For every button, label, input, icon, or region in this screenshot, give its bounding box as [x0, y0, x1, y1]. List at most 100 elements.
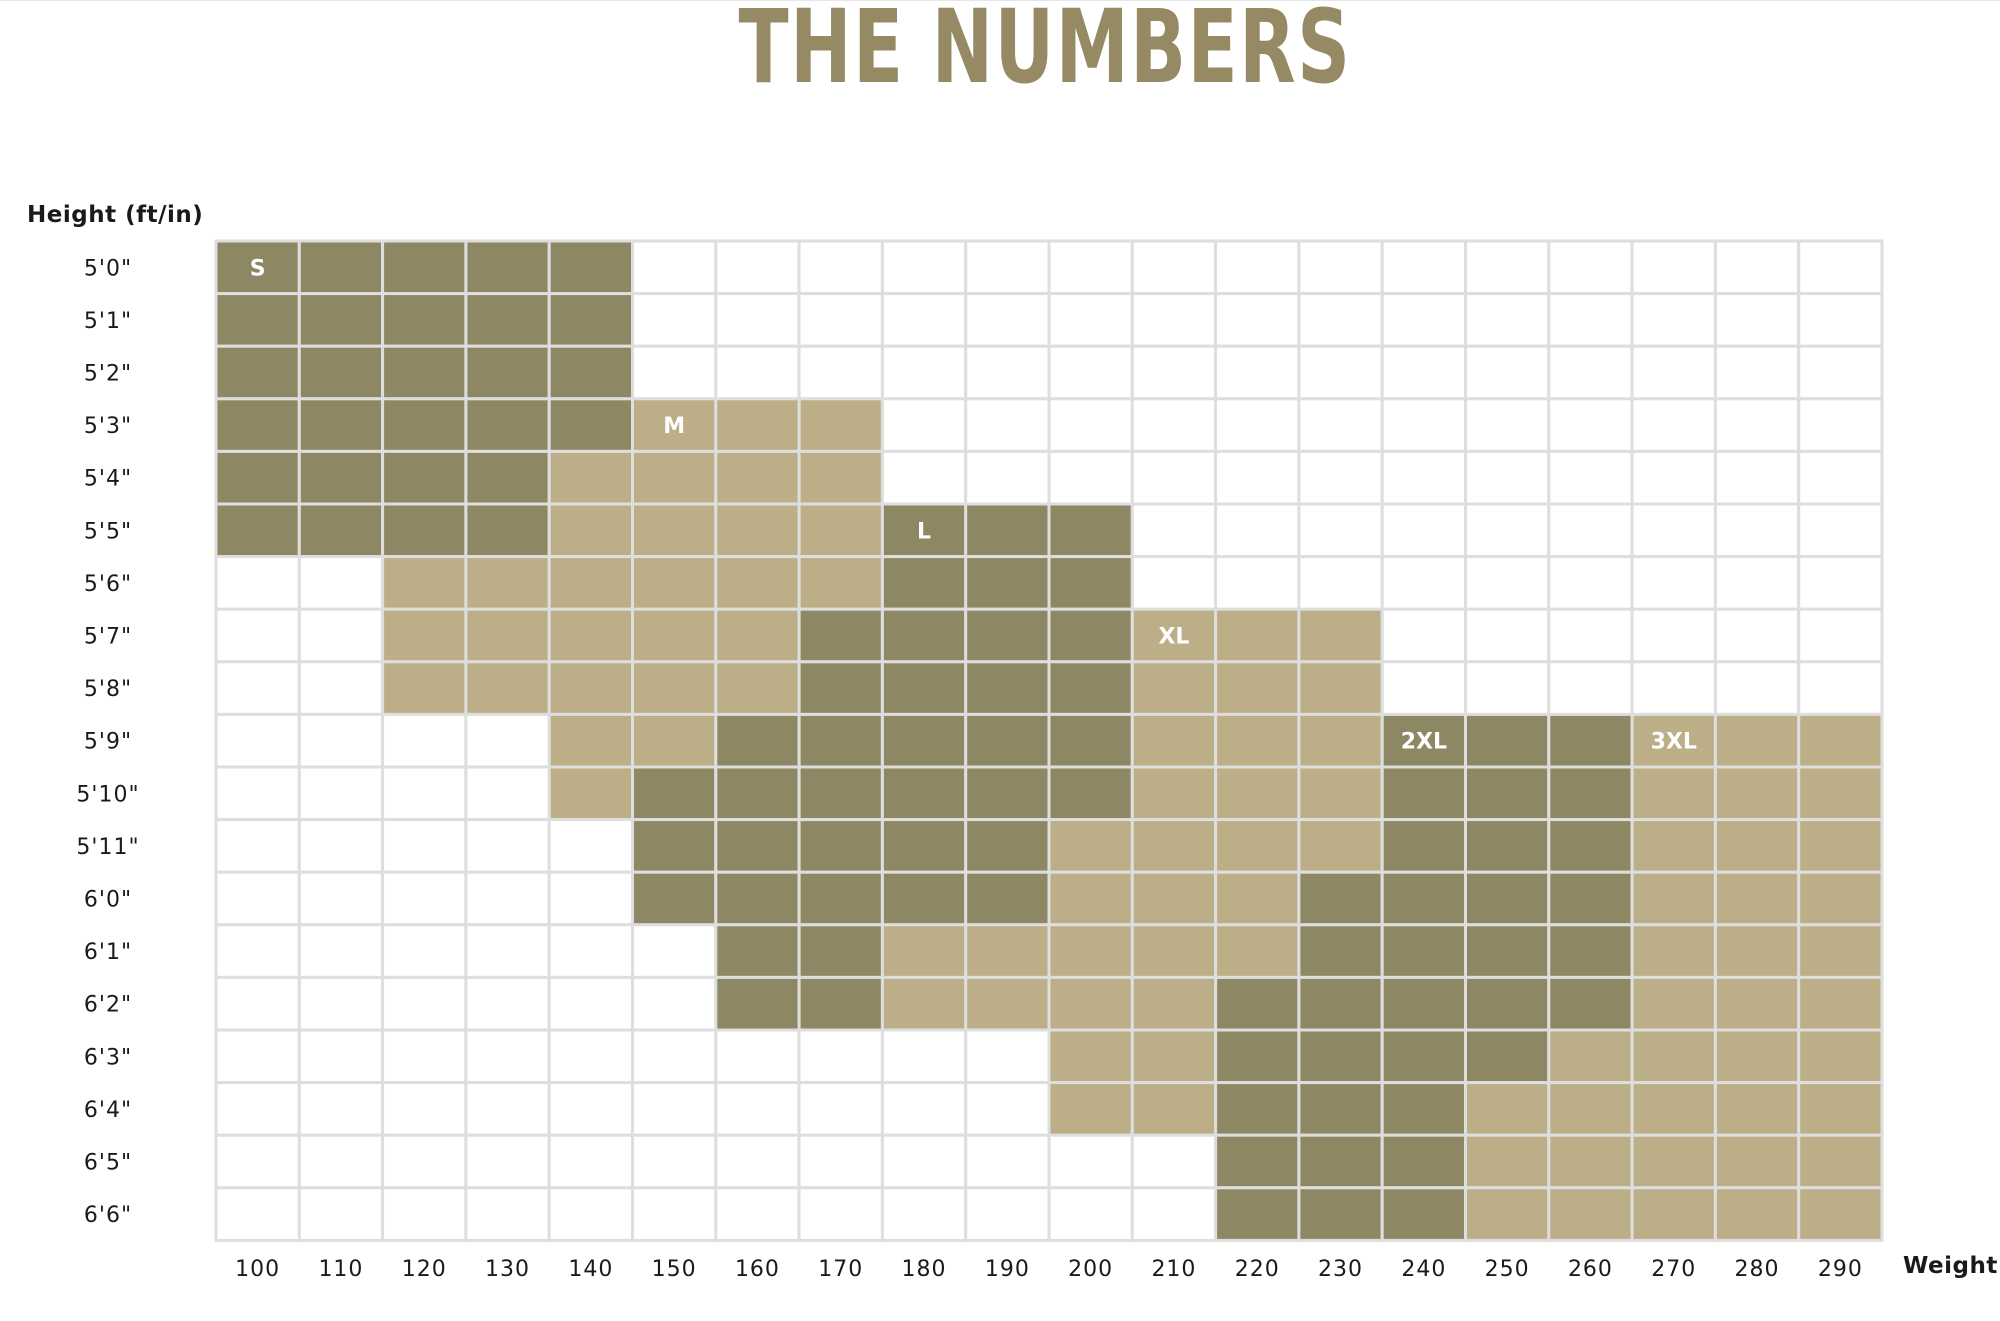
cell-M — [464, 660, 551, 716]
cell-empty — [797, 239, 884, 296]
cell-empty — [1464, 292, 1551, 348]
cell-S — [214, 502, 301, 559]
cell-empty — [547, 818, 635, 874]
cell-empty — [631, 1081, 718, 1137]
cell-empty — [214, 607, 301, 664]
cell-3XL — [1797, 1081, 1884, 1137]
cell-L — [797, 607, 884, 664]
cell-2XL — [1380, 1028, 1467, 1085]
cell-XL — [1130, 818, 1218, 874]
cell-3XL — [1547, 1028, 1634, 1085]
cell-M — [714, 660, 801, 716]
cell-S — [214, 397, 301, 453]
y-tick-label: 6'1" — [84, 940, 132, 965]
cell-empty — [631, 1186, 718, 1242]
cell-empty — [297, 1186, 385, 1242]
x-axis-label: Weight — [1903, 1253, 1998, 1279]
cell-M — [714, 555, 801, 611]
cell-empty — [1547, 449, 1634, 506]
cell-L — [714, 765, 801, 822]
cell-XL — [1130, 1028, 1218, 1085]
cell-L — [880, 765, 968, 822]
cell-2XL — [1297, 923, 1384, 979]
cell-3XL — [1713, 1186, 1801, 1242]
cell-M — [547, 607, 635, 664]
cell-empty — [714, 1028, 801, 1085]
cell-empty — [297, 660, 385, 716]
cell-XL — [880, 975, 968, 1032]
cell-empty — [797, 1028, 884, 1085]
cell-XL — [1214, 765, 1301, 822]
cell-M — [381, 607, 468, 664]
cell-3XL — [1713, 1081, 1801, 1137]
x-tick-label: 170 — [818, 1257, 863, 1282]
cell-2XL — [1464, 923, 1551, 979]
cell-empty — [1797, 502, 1884, 559]
cell-XL — [964, 923, 1051, 979]
cell-2XL — [1297, 1028, 1384, 1085]
y-tick-label: 5'6" — [84, 572, 132, 597]
cell-L — [1047, 502, 1134, 559]
cell-L — [880, 870, 968, 927]
cell-empty — [714, 1081, 801, 1137]
cell-empty — [1797, 660, 1884, 716]
x-tick-label: 290 — [1818, 1257, 1863, 1282]
cell-empty — [1464, 607, 1551, 664]
cell-XL — [1047, 870, 1134, 927]
cell-empty — [1630, 660, 1717, 716]
x-tick-label: 180 — [902, 1257, 947, 1282]
cell-S — [297, 344, 385, 401]
cell-empty — [381, 975, 468, 1032]
y-tick-label: 5'0" — [84, 256, 132, 281]
cell-empty — [464, 870, 551, 927]
cell-empty — [214, 975, 301, 1032]
cell-2XL — [1380, 818, 1467, 874]
cell-2XL — [1214, 1081, 1301, 1137]
cell-empty — [1630, 292, 1717, 348]
cell-empty — [1214, 292, 1301, 348]
cell-S — [381, 239, 468, 296]
cell-S — [214, 292, 301, 348]
cell-empty — [214, 1028, 301, 1085]
cell-empty — [1297, 239, 1384, 296]
cell-empty — [1130, 555, 1218, 611]
cell-3XL — [1630, 1028, 1717, 1085]
cell-empty — [381, 923, 468, 979]
cell-2XL — [1380, 1186, 1467, 1242]
cell-3XL — [1797, 712, 1884, 769]
cell-empty — [1630, 397, 1717, 453]
cell-S — [547, 239, 635, 296]
cell-L — [1047, 765, 1134, 822]
x-tick-label: 190 — [985, 1257, 1030, 1282]
cell-empty — [880, 1186, 968, 1242]
cell-XL — [1214, 607, 1301, 664]
top-divider — [0, 0, 2000, 1]
size-labels: S M L XL 2XL 3XL — [250, 256, 1697, 754]
cell-M — [547, 712, 635, 769]
y-tick-label: 6'0" — [84, 888, 132, 913]
cell-empty — [381, 818, 468, 874]
cell-empty — [714, 292, 801, 348]
cell-empty — [381, 712, 468, 769]
cell-empty — [1047, 1133, 1134, 1190]
cell-empty — [1047, 292, 1134, 348]
cell-L — [880, 712, 968, 769]
cell-empty — [1713, 344, 1801, 401]
cell-empty — [297, 712, 385, 769]
cell-empty — [880, 449, 968, 506]
x-tick-label: 250 — [1485, 1257, 1530, 1282]
cell-empty — [1047, 397, 1134, 453]
cell-empty — [1713, 449, 1801, 506]
cell-M — [547, 765, 635, 822]
cell-empty — [547, 923, 635, 979]
cell-L — [880, 607, 968, 664]
cell-2XL — [1214, 1186, 1301, 1242]
cell-empty — [964, 449, 1051, 506]
cell-empty — [1713, 239, 1801, 296]
x-tick-label: 220 — [1235, 1257, 1280, 1282]
cell-empty — [381, 765, 468, 822]
cell-empty — [1130, 397, 1218, 453]
cell-L — [964, 765, 1051, 822]
y-tick-label: 6'3" — [84, 1045, 132, 1070]
cell-empty — [214, 870, 301, 927]
